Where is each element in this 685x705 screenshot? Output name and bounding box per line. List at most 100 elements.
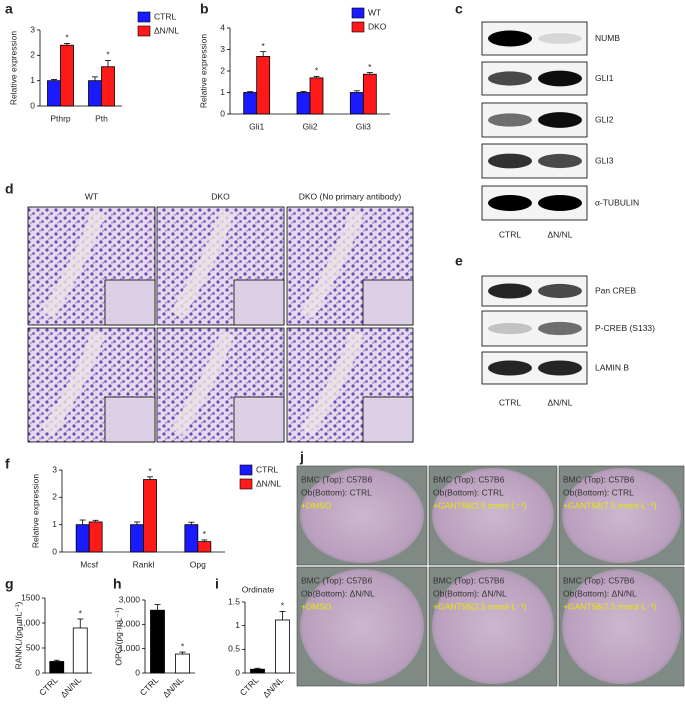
image-caption: Ob(Bottom): ΔN/NL [433,588,507,598]
x-tick-label: ΔN/NL [161,675,186,700]
image-caption: BMC (Top): C57B6 [563,474,635,484]
blot-label: NUMB [595,33,620,43]
bar [130,524,144,553]
blot-band [538,70,582,87]
panel-label: a [5,1,13,17]
x-tick-label: ΔN/NL [58,675,83,700]
culture-dish [300,569,424,684]
panel-label: f [5,456,10,472]
blot-band [538,283,582,299]
image-caption: BMC (Top): C57B6 [433,575,505,585]
legend-swatch [239,464,253,476]
y-tick-label: 500 [26,642,40,652]
bar [175,653,190,674]
y-axis-label: Relative expression [8,31,18,105]
blot-band [538,33,582,44]
y-axis-label: Relative expression [30,474,40,548]
y-tick-label: 0 [235,667,240,677]
y-axis-label: OPG/(pg·mL⁻¹) [113,607,123,665]
legend-label: WT [368,7,381,17]
blot-label: Pan CREB [595,285,636,295]
significance-marker: * [203,529,207,539]
bone-trabecula [42,330,105,436]
bar [88,521,103,553]
blot-band [488,30,532,47]
y-tick-label: 2 [30,50,35,60]
panel-label: g [5,576,14,592]
bar [197,541,212,553]
blot-band [488,195,532,211]
significance-marker: * [281,601,285,611]
x-tick-label: Mcsf [80,559,99,569]
x-tick-label: CTRL [138,675,161,698]
x-tick-label: Gli3 [356,121,371,131]
image-caption: +GANT58(2.5 mmol·L⁻¹) [433,500,527,510]
inset-image [104,279,156,326]
inset-image [362,396,414,443]
significance-marker: * [106,50,110,60]
blot-label: GLI3 [595,155,614,165]
bar [72,627,88,674]
legend-label: CTRL [154,11,176,21]
inset-image [362,279,414,326]
bar [47,80,61,107]
y-tick-label: 3 [52,464,57,474]
legend-swatch [137,25,151,37]
y-tick-label: 1 [235,620,240,630]
y-tick-label: 0.5 [228,644,240,654]
blot-band [488,113,532,127]
panel-label: c [455,1,463,17]
image-caption: Ob(Bottom): CTRL [563,487,634,497]
inset-image [233,396,285,443]
column-title: WT [85,191,98,201]
image-caption: Ob(Bottom): ΔN/NL [563,588,637,598]
image-caption: BMC (Top): C57B6 [563,575,635,585]
lane-label: CTRL [499,397,521,407]
bar [275,619,290,674]
x-tick-label: Rankl [133,559,155,569]
x-tick-label: Opg [190,559,206,569]
significance-marker: * [368,62,372,72]
blot-band [538,321,582,336]
x-tick-label: CTRL [37,675,60,698]
panel-label: i [215,576,219,592]
significance-marker: * [315,66,319,76]
legend-swatch [351,21,365,33]
significance-marker: * [79,608,83,618]
panel-label: j [299,449,304,465]
blot-band [488,153,532,169]
column-title: DKO [211,191,230,201]
bone-trabecula [170,209,234,319]
blot-band [538,360,582,376]
image-caption: +DMSO [301,601,332,611]
image-caption: Ob(Bottom): CTRL [433,487,504,497]
chart-title: Ordinate [242,584,275,594]
y-tick-label: 0 [35,667,40,677]
significance-marker: * [65,33,69,43]
image-caption: +GANT58(7.5 mmol·L⁻¹) [563,500,657,510]
panel-label: d [5,181,14,197]
blot-band [488,283,532,299]
bar [296,92,311,115]
blot-band [488,322,532,335]
y-tick-label: 1,000 [119,643,141,653]
y-tick-label: 3 [30,24,35,34]
bar [250,668,265,674]
blot-label: LAMIN B [595,362,629,372]
blot-band [538,153,582,169]
panel-label: e [455,253,463,269]
y-tick-label: 2 [52,492,57,502]
bone-trabecula [41,209,105,319]
y-tick-label: 1 [30,75,35,85]
y-axis-label: RANKL/(pg·mL⁻¹) [13,601,23,669]
legend-swatch [351,7,365,19]
image-caption: +GANT58(2.5 mmol·L⁻¹) [433,601,527,611]
legend-swatch [239,478,253,490]
blot-band [538,112,582,128]
x-tick-label: Gli2 [302,121,317,131]
blot-label: GLI1 [595,73,614,83]
image-caption: Ob(Bottom): CTRL [301,487,372,497]
panel-label: b [200,1,209,17]
column-title: DKO (No primary antibody) [299,191,402,201]
